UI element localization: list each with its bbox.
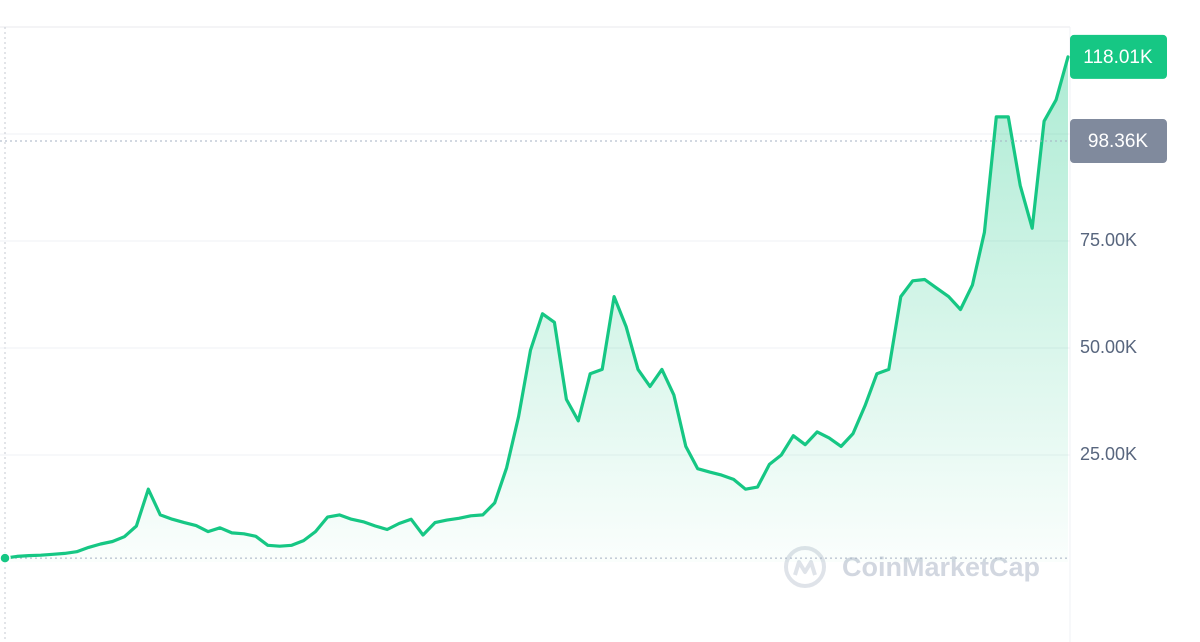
y-tick-label: 50.00K bbox=[1080, 337, 1137, 357]
price-tag bbox=[1070, 34, 1167, 79]
y-tick-label: 75.00K bbox=[1080, 230, 1137, 250]
y-tick-label: 25.00K bbox=[1080, 444, 1137, 464]
price-line bbox=[3, 55, 1070, 560]
price-tag bbox=[1070, 119, 1167, 164]
start-point bbox=[0, 552, 11, 564]
price-tag-label: 118.01K bbox=[1083, 47, 1153, 68]
price-tag-label: 98.36K bbox=[1088, 131, 1149, 152]
area-fill bbox=[5, 56, 1068, 563]
